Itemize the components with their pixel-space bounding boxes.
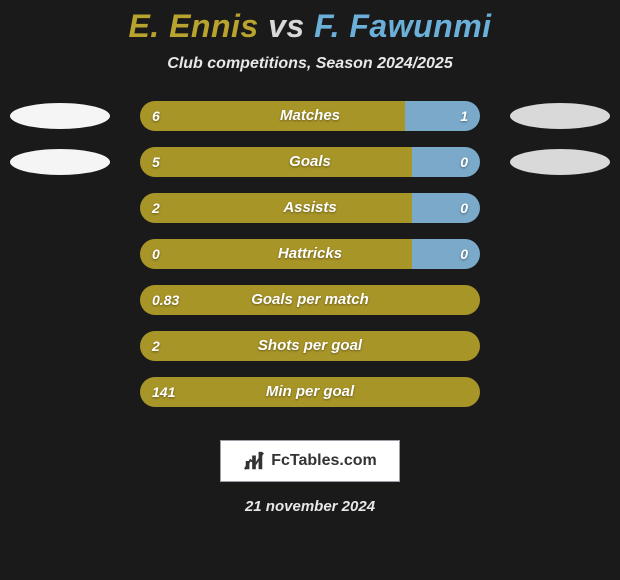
stat-row: Shots per goal2 (0, 331, 620, 377)
stat-value-right: 0 (460, 193, 468, 223)
stat-value-left: 5 (152, 147, 160, 177)
stat-bar: Assists2 0 (140, 193, 480, 223)
title-player2: F. Fawunmi (314, 8, 491, 44)
stat-row: Hattricks0 0 (0, 239, 620, 285)
brand-text: FcTables.com (271, 452, 377, 470)
player2-badge (510, 149, 610, 175)
stat-bar: Shots per goal2 (140, 331, 480, 361)
player1-badge (10, 103, 110, 129)
player2-badge (510, 103, 610, 129)
page-title: E. Ennis vs F. Fawunmi (0, 8, 620, 45)
stat-bar: Goals5 0 (140, 147, 480, 177)
stat-value-left: 2 (152, 193, 160, 223)
title-vs: vs (268, 8, 305, 44)
stat-bar: Min per goal141 (140, 377, 480, 407)
stat-row: Matches6 1 (0, 101, 620, 147)
stat-value-left: 0 (152, 239, 160, 269)
stat-value-right: 1 (460, 101, 468, 131)
stat-value-right: 0 (460, 147, 468, 177)
stat-label: Goals (140, 147, 480, 177)
stat-value-left: 6 (152, 101, 160, 131)
stat-value-left: 0.83 (152, 285, 179, 315)
stats-block: Matches61Goals50Assists20Hattricks00Goal… (0, 101, 620, 423)
subtitle: Club competitions, Season 2024/2025 (0, 55, 620, 73)
stat-value-left: 2 (152, 331, 160, 361)
title-player1: E. Ennis (128, 8, 258, 44)
stat-bar: Matches6 1 (140, 101, 480, 131)
stat-bar: Goals per match0.83 (140, 285, 480, 315)
player1-badge (10, 149, 110, 175)
bar-chart-icon (243, 450, 265, 472)
stat-row: Min per goal141 (0, 377, 620, 423)
footer-date: 21 november 2024 (0, 498, 620, 515)
stat-label: Assists (140, 193, 480, 223)
stat-label: Hattricks (140, 239, 480, 269)
stat-label: Goals per match (140, 285, 480, 315)
comparison-card: E. Ennis vs F. Fawunmi Club competitions… (0, 0, 620, 580)
stat-row: Assists2 0 (0, 193, 620, 239)
stat-value-left: 141 (152, 377, 175, 407)
stat-row: Goals per match0.83 (0, 285, 620, 331)
stat-bar: Hattricks0 0 (140, 239, 480, 269)
stat-value-right: 0 (460, 239, 468, 269)
brand-badge[interactable]: FcTables.com (220, 440, 400, 482)
stat-label: Matches (140, 101, 480, 131)
stat-label: Min per goal (140, 377, 480, 407)
stat-label: Shots per goal (140, 331, 480, 361)
stat-row: Goals5 0 (0, 147, 620, 193)
